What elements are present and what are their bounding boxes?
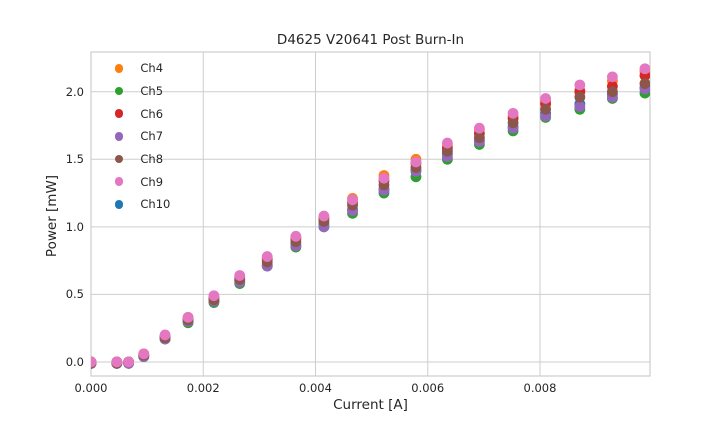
data-point-ch9 xyxy=(182,311,194,323)
legend-item-ch9: Ch9 xyxy=(112,170,170,193)
legend-item-label: Ch5 xyxy=(140,84,164,99)
legend-marker-icon xyxy=(114,64,124,73)
data-point-ch9 xyxy=(606,71,618,83)
legend-item-label: Ch4 xyxy=(140,61,164,76)
data-point-ch9 xyxy=(473,122,485,134)
y-tick-label: 0.0 xyxy=(65,354,84,369)
legend-item-ch10: Ch10 xyxy=(112,193,170,216)
data-point-ch8 xyxy=(507,117,519,129)
legend-item-ch7: Ch7 xyxy=(112,125,170,148)
data-point-ch9 xyxy=(111,356,123,368)
data-point-ch9 xyxy=(123,356,135,368)
data-point-ch9 xyxy=(138,348,150,360)
x-axis-label: Current [A] xyxy=(333,397,408,413)
data-point-ch8 xyxy=(639,78,650,90)
y-tick-label: 2.0 xyxy=(65,84,84,99)
data-point-ch9 xyxy=(234,270,246,281)
y-tick-label: 0.5 xyxy=(65,287,84,302)
legend-item-ch4: Ch4 xyxy=(112,57,170,80)
y-tick-label: 1.0 xyxy=(65,219,84,234)
data-point-ch8 xyxy=(606,86,618,98)
y-axis-label: Power [mW] xyxy=(44,174,60,258)
scatter-points xyxy=(91,63,650,369)
legend-marker-icon xyxy=(114,132,124,141)
legend-item-label: Ch6 xyxy=(140,106,164,121)
legend: Ch4 Ch5 Ch6 Ch7 Ch8 Ch9 Ch10 xyxy=(112,57,170,216)
data-point-ch9 xyxy=(261,251,273,262)
data-point-ch8 xyxy=(574,91,586,103)
legend-item-label: Ch8 xyxy=(140,152,164,167)
data-point-ch9 xyxy=(410,156,422,168)
x-tick-label: 0.002 xyxy=(186,381,220,395)
legend-item-ch5: Ch5 xyxy=(112,80,170,103)
legend-item-ch8: Ch8 xyxy=(112,148,170,171)
legend-item-label: Ch9 xyxy=(140,174,164,189)
data-point-ch9 xyxy=(441,137,453,149)
data-point-ch9 xyxy=(318,210,330,222)
data-point-ch9 xyxy=(91,356,97,368)
legend-marker-icon xyxy=(114,177,124,187)
data-point-ch9 xyxy=(159,329,171,341)
legend-marker-icon xyxy=(114,86,124,96)
data-point-ch9 xyxy=(290,230,302,242)
x-tick-label: 0.008 xyxy=(523,381,557,395)
data-point-ch9 xyxy=(378,172,390,184)
plot-border xyxy=(90,51,651,377)
legend-marker-icon xyxy=(114,109,124,119)
data-point-ch7 xyxy=(574,101,586,112)
data-point-ch9 xyxy=(639,63,650,75)
data-point-ch9 xyxy=(347,194,358,206)
data-point-ch8 xyxy=(441,145,453,157)
x-tick-label: 0.000 xyxy=(74,381,108,395)
data-point-ch8 xyxy=(540,103,552,115)
legend-item-label: Ch7 xyxy=(140,129,164,144)
data-point-ch9 xyxy=(208,290,220,302)
chart-title: D4625 V20641 Post Burn-In xyxy=(276,32,465,48)
data-point-ch9 xyxy=(574,79,586,91)
data-point-ch9 xyxy=(507,107,519,119)
x-tick-label: 0.006 xyxy=(411,381,445,395)
data-point-ch8 xyxy=(473,132,485,144)
data-point-ch9 xyxy=(540,93,552,104)
x-tick-label: 0.004 xyxy=(299,381,332,395)
legend-item-ch6: Ch6 xyxy=(112,102,170,125)
legend-item-label: Ch10 xyxy=(140,197,171,212)
legend-marker-icon xyxy=(114,154,124,164)
legend-marker-icon xyxy=(114,200,124,209)
y-tick-label: 1.5 xyxy=(65,152,84,167)
